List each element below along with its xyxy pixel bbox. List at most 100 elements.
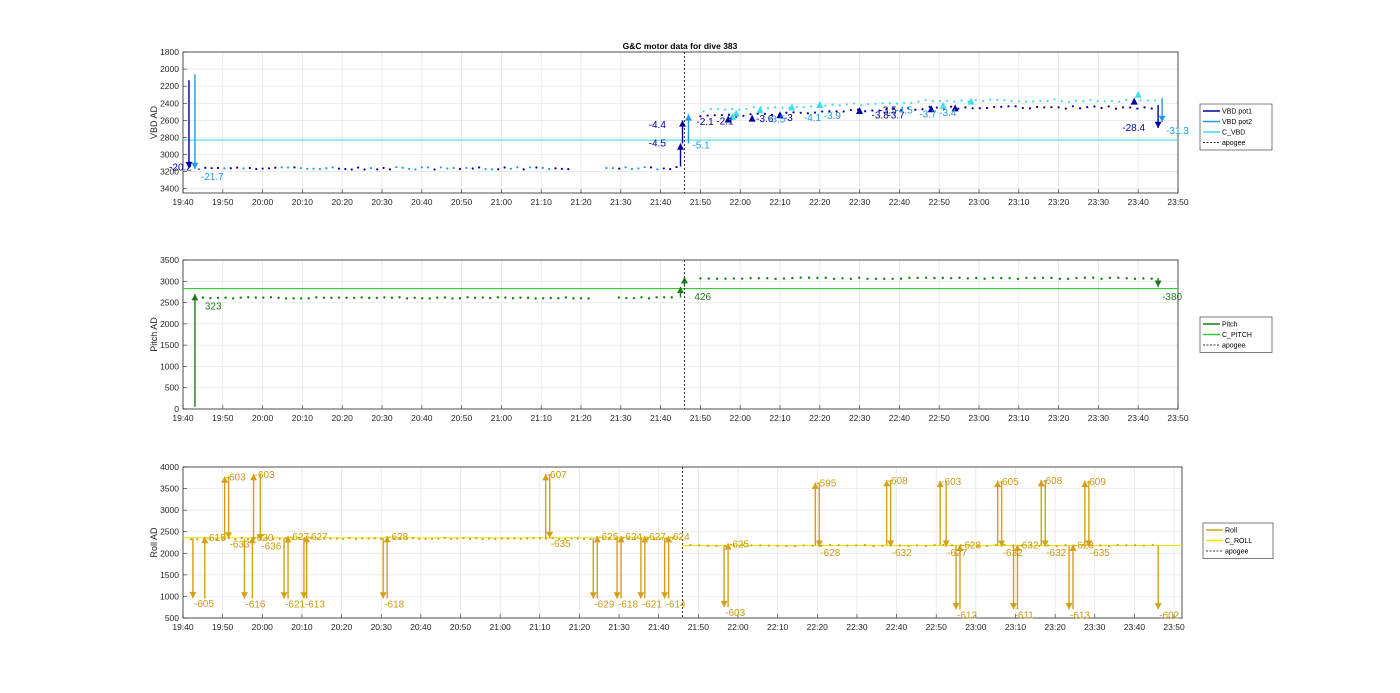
vbd-sample-point — [957, 107, 960, 110]
roll-annotation: -621 — [285, 600, 305, 611]
vbd-sample-point — [522, 168, 525, 171]
pitch-sample-point — [1150, 277, 1153, 280]
y-tick-label: 1500 — [160, 340, 179, 350]
roll-sample-point — [1029, 543, 1032, 547]
roll-sample-point — [811, 544, 814, 547]
vbd-sample-point — [630, 167, 634, 171]
legend-label: C_ROLL — [1225, 538, 1252, 545]
vbd-sample-point — [1075, 99, 1078, 102]
vbd-sample-point — [888, 102, 891, 105]
pitch-sample-point — [924, 276, 928, 279]
vbd-sample-point — [401, 166, 404, 169]
x-tick-label: 20:10 — [292, 197, 314, 207]
x-tick-label: 23:10 — [1008, 413, 1030, 423]
pitch-sample-point — [899, 277, 903, 280]
arrow-head — [1037, 479, 1045, 487]
pitch-sample-point — [360, 296, 363, 299]
legend-label: Pitch — [1222, 322, 1238, 329]
x-tick-label: 23:20 — [1048, 413, 1070, 423]
vbd-sample-point — [363, 168, 366, 171]
roll-sample-point — [399, 537, 402, 540]
vbd-sample-point — [770, 113, 774, 116]
vbd-sample-point — [229, 167, 232, 170]
pitch-sample-point — [824, 276, 827, 280]
move-annotation: -380 — [1162, 292, 1182, 303]
y-tick-label: 3000 — [160, 276, 179, 286]
move-annotation: -4.5 — [649, 139, 667, 150]
x-tick-label: 23:00 — [968, 197, 990, 207]
pitch-sample-point — [231, 297, 235, 300]
vbd-sample-point — [985, 106, 989, 110]
roll-sample-point — [430, 537, 434, 540]
pitch-sample-point — [908, 276, 911, 280]
roll-sample-point — [1020, 544, 1023, 547]
roll-sample-point — [348, 536, 351, 540]
pitch-sample-point — [699, 277, 702, 280]
roll-sample-point — [933, 543, 936, 547]
vbd-sample-point — [1136, 107, 1139, 110]
vbd-sample-point — [799, 111, 802, 114]
roll-sample-point — [519, 537, 522, 541]
vbd-sample-point — [1057, 106, 1060, 109]
vbd-sample-point — [637, 167, 640, 170]
arrow-head — [883, 479, 891, 487]
arrow-head — [1158, 115, 1166, 123]
move-annotation: -4.5 — [895, 105, 913, 116]
roll-annotation: -605 — [999, 477, 1019, 488]
vbd-sample-point — [878, 109, 881, 112]
vbd-sample-point — [407, 167, 411, 170]
vbd-sample-point — [312, 167, 315, 170]
pitch-sample-point — [655, 296, 658, 299]
vbd-sample-point — [1024, 100, 1028, 103]
roll-sample-point — [208, 538, 212, 541]
x-tick-label: 21:10 — [531, 197, 553, 207]
vbd-sample-point — [950, 105, 953, 108]
roll-annotation: -609 — [1086, 477, 1106, 488]
pitch-sample-point — [1083, 276, 1087, 279]
x-tick-label: 20:20 — [331, 622, 353, 632]
vbd-sample-point — [554, 167, 557, 170]
roll-sample-point — [240, 536, 243, 540]
x-tick-label: 22:10 — [767, 622, 789, 632]
roll-sample-point — [1046, 544, 1050, 547]
vbd-sample-point — [766, 107, 770, 110]
vbd-sample-point — [452, 166, 455, 170]
vbd-sample-point — [1146, 99, 1149, 102]
vbd-sample-point — [484, 167, 487, 171]
roll-sample-point — [443, 536, 446, 540]
pitch-sample-point — [1100, 277, 1103, 280]
pitch-sample-point — [224, 296, 227, 299]
y-tick-label: 2000 — [160, 64, 179, 74]
pitch-sample-point — [315, 296, 318, 299]
x-tick-label: 21:40 — [648, 622, 670, 632]
arrow-head — [225, 532, 233, 539]
move-annotation: -3.7 — [887, 110, 905, 121]
arrow-head — [956, 544, 964, 551]
roll-sample-point — [437, 537, 440, 540]
pitch-sample-point — [277, 296, 280, 300]
arrow-head — [1154, 603, 1162, 610]
x-tick-label: 22:30 — [849, 197, 871, 207]
move-marker — [967, 97, 975, 105]
pitch-sample-point — [239, 296, 242, 299]
roll-sample-point — [1038, 544, 1041, 547]
vbd-sample-point — [809, 105, 813, 108]
x-tick-label: 23:30 — [1084, 622, 1106, 632]
vbd-sample-point — [699, 115, 702, 118]
pitch-sample-point — [383, 296, 386, 299]
legend-label: apogee — [1225, 549, 1248, 556]
vbd-sample-point — [1110, 99, 1114, 103]
x-tick-label: 20:00 — [252, 413, 274, 423]
vbd-sample-point — [899, 109, 903, 112]
vbd-sample-point — [1082, 100, 1085, 103]
vbd-sample-point — [1032, 100, 1035, 103]
vbd-sample-point — [742, 114, 745, 117]
arrow-head — [300, 592, 308, 599]
y-tick-label: 500 — [165, 613, 179, 623]
arrow-head — [811, 482, 819, 489]
vbd-sample-point — [490, 168, 493, 171]
vbd-sample-point — [1036, 105, 1039, 109]
vbd-sample-point — [838, 104, 841, 107]
move-marker — [927, 105, 935, 113]
roll-sample-point — [316, 537, 319, 541]
